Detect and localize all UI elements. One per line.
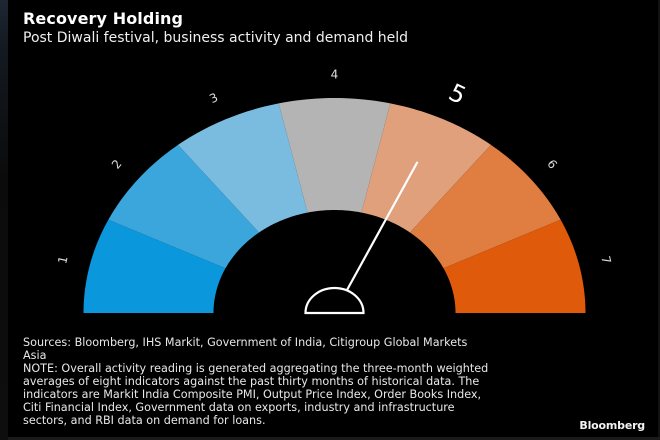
notes-line: NOTE: Overall activity reading is genera… bbox=[23, 362, 489, 375]
notes-line: Sources: Bloomberg, IHS Markit, Governme… bbox=[23, 336, 468, 349]
gauge-segment-3 bbox=[178, 103, 308, 233]
notes-line: sectors, and RBI data on demand for loan… bbox=[23, 414, 266, 427]
bottom-frame bbox=[8, 437, 660, 440]
gauge-label-7: 7 bbox=[598, 255, 613, 266]
gauge-label-2: 2 bbox=[109, 157, 125, 172]
gauge-segment-4 bbox=[278, 98, 391, 213]
gauge-segment-5 bbox=[361, 103, 491, 233]
gauge-label-1: 1 bbox=[55, 255, 70, 266]
gauge-segment-1 bbox=[83, 219, 226, 313]
gauge-label-3: 3 bbox=[207, 90, 220, 106]
notes-line: Citi Financial Index, Government data on… bbox=[23, 401, 455, 414]
gauge-segment-2 bbox=[108, 144, 260, 269]
chart-subtitle: Post Diwali festival, business activity … bbox=[23, 30, 409, 46]
notes-line: Asia bbox=[23, 349, 47, 362]
needle-hub bbox=[304, 286, 365, 315]
notes-line: indicators are Markit India Composite PM… bbox=[23, 388, 482, 401]
source-notes: Sources: Bloomberg, IHS Markit, Governme… bbox=[23, 336, 623, 427]
gauge-segment-7 bbox=[443, 219, 586, 313]
left-edge-strip bbox=[0, 0, 8, 440]
bloomberg-logo: Bloomberg bbox=[579, 419, 645, 432]
gauge-segments bbox=[83, 98, 586, 313]
gauge-label-5: 5 bbox=[444, 78, 470, 110]
gauge-segment-6 bbox=[409, 144, 561, 269]
needle-line bbox=[345, 161, 419, 291]
chart-title: Recovery Holding bbox=[23, 9, 184, 28]
notes-line: averages of eight indicators against the… bbox=[23, 375, 480, 388]
gauge-label-4: 4 bbox=[331, 68, 339, 82]
right-frame bbox=[658, 0, 660, 440]
gauge-label-6: 6 bbox=[544, 157, 560, 172]
gauge-needle bbox=[304, 161, 419, 315]
